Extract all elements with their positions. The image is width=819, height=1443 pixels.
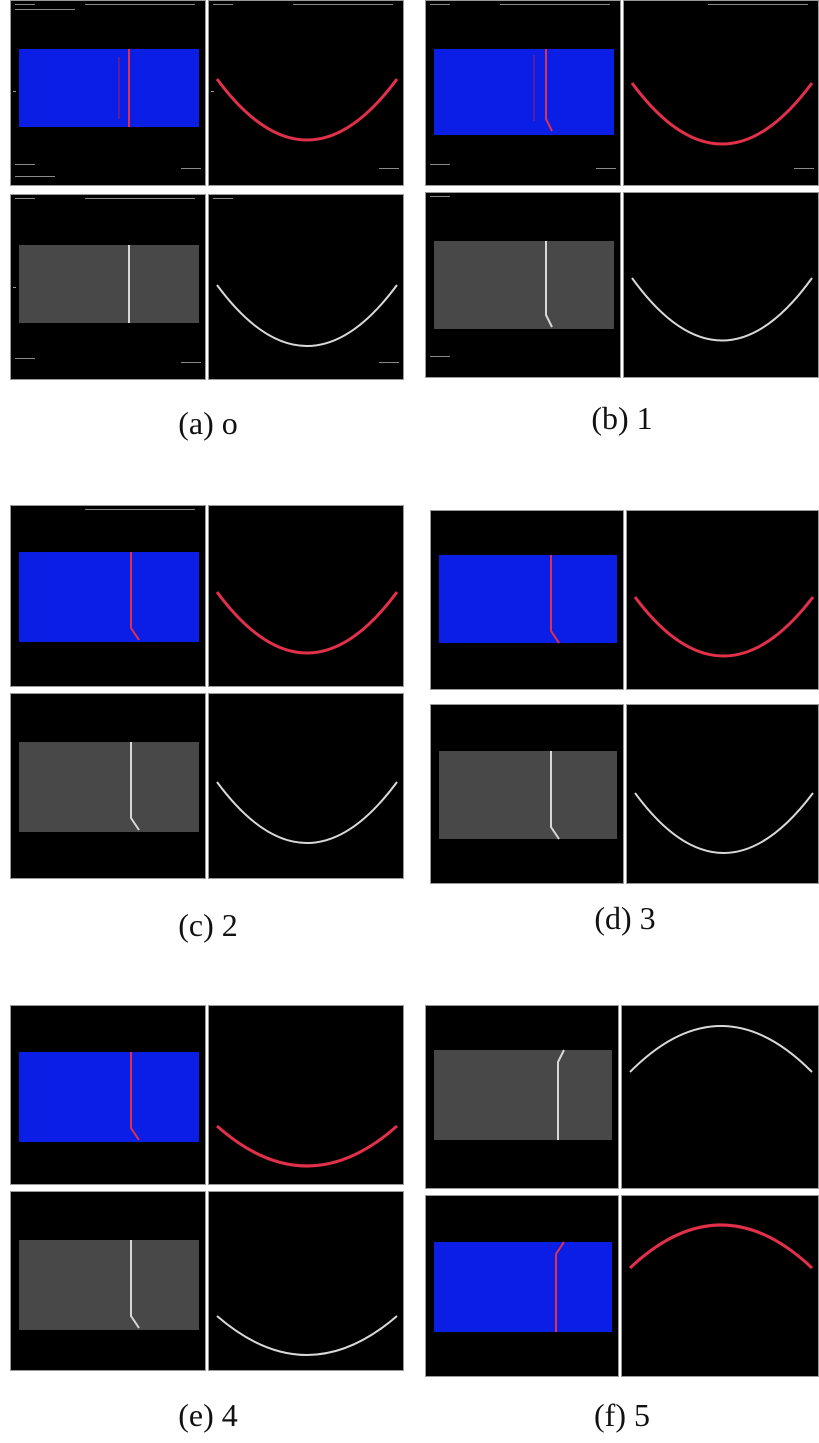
wave-field-panel-f-top <box>425 1005 619 1189</box>
blue-velocity-field <box>19 552 199 642</box>
white-arc <box>634 792 814 854</box>
subfigure-caption: (e) 4 <box>178 1397 238 1433</box>
panel-footer <box>430 356 616 374</box>
gray-velocity-field <box>434 241 614 329</box>
blue-velocity-field <box>434 1242 612 1332</box>
arc-panel-e-bottom <box>208 1191 404 1371</box>
arc-panel-f-top <box>621 1005 819 1189</box>
wavefront-trace <box>130 742 140 831</box>
wavefront-trace <box>550 751 560 840</box>
subfigure-b: (b) 1 <box>425 0 819 445</box>
panel-footer <box>15 358 201 376</box>
subfigure-caption: (d) 3 <box>594 900 656 936</box>
panel-footer <box>15 164 201 182</box>
blue-velocity-field <box>19 49 199 127</box>
panel-header <box>213 4 399 13</box>
wave-field-panel-e-top <box>10 1005 206 1185</box>
red-arc <box>633 596 815 658</box>
arc-panel-e-top <box>208 1005 404 1185</box>
panel-header <box>15 198 201 207</box>
red-arc <box>215 591 399 655</box>
wave-field-panel-f-bottom <box>425 1195 619 1377</box>
arc-panel-b-top <box>623 0 819 186</box>
red-arc <box>628 1223 814 1270</box>
wave-field-panel-b-bottom <box>425 192 621 378</box>
arc-panel-c-bottom <box>208 693 404 879</box>
subfigure-f: (f) 5 <box>425 1005 819 1443</box>
white-arc <box>216 1315 398 1356</box>
wave-field-panel-d-bottom <box>430 704 624 884</box>
wavefront-trace <box>555 1241 565 1332</box>
wavefront-trace <box>545 241 553 328</box>
wavefront-trace <box>533 49 553 132</box>
wave-field-panel-b-top <box>425 0 621 186</box>
white-arc <box>631 277 813 342</box>
subfigure-caption: (c) 2 <box>178 907 238 943</box>
panel-footer <box>430 164 616 182</box>
wavefront-trace <box>130 552 140 641</box>
subfigure-caption: (f) 5 <box>594 1397 650 1433</box>
arc-panel-f-bottom <box>621 1195 819 1377</box>
wave-field-panel-d-top <box>430 510 624 690</box>
white-arc <box>216 781 398 844</box>
red-arc <box>216 1124 398 1168</box>
wavefront-trace <box>128 245 130 323</box>
arc-panel-a-top <box>208 0 404 186</box>
panel-header <box>15 4 201 13</box>
wavefront-trace <box>130 1052 140 1141</box>
panel-header <box>15 509 201 518</box>
panel-header <box>213 198 399 207</box>
panel-header <box>628 4 814 13</box>
blue-velocity-field <box>439 555 617 643</box>
wavefront-trace <box>557 1049 565 1140</box>
subfigure-caption: (b) 1 <box>591 400 653 436</box>
panel-footer <box>628 164 814 182</box>
wave-field-panel-a-top <box>10 0 206 186</box>
gray-velocity-field <box>434 1050 612 1140</box>
gray-velocity-field <box>439 751 617 839</box>
panel-header <box>430 196 616 205</box>
wavefront-trace <box>118 49 130 127</box>
subfigure-a: (a) o <box>10 0 410 445</box>
white-arc <box>629 1025 813 1073</box>
arc-panel-c-top <box>208 505 404 687</box>
arc-panel-b-bottom <box>623 192 819 378</box>
wave-field-panel-a-bottom <box>10 194 206 380</box>
gray-velocity-field <box>19 742 199 832</box>
panel-footer <box>213 164 399 182</box>
gray-velocity-field <box>19 1240 199 1330</box>
red-arc <box>630 82 814 146</box>
red-arc <box>215 78 399 142</box>
panel-header <box>430 4 616 13</box>
subfigure-d: (d) 3 <box>430 510 819 950</box>
subfigure-caption: (a) o <box>178 405 238 441</box>
blue-velocity-field <box>434 49 614 135</box>
arc-panel-d-top <box>626 510 819 690</box>
blue-velocity-field <box>19 1052 199 1142</box>
gray-velocity-field <box>19 245 199 323</box>
subfigure-e: (e) 4 <box>10 1005 410 1443</box>
panel-footer <box>213 358 399 376</box>
subfigure-c: (c) 2 <box>10 505 410 950</box>
arc-panel-d-bottom <box>626 704 819 884</box>
wave-field-panel-c-bottom <box>10 693 206 879</box>
white-arc <box>216 284 398 347</box>
wavefront-trace <box>130 1240 140 1329</box>
wave-field-panel-c-top <box>10 505 206 687</box>
wavefront-trace <box>550 555 560 644</box>
wave-field-panel-e-bottom <box>10 1191 206 1371</box>
arc-panel-a-bottom <box>208 194 404 380</box>
